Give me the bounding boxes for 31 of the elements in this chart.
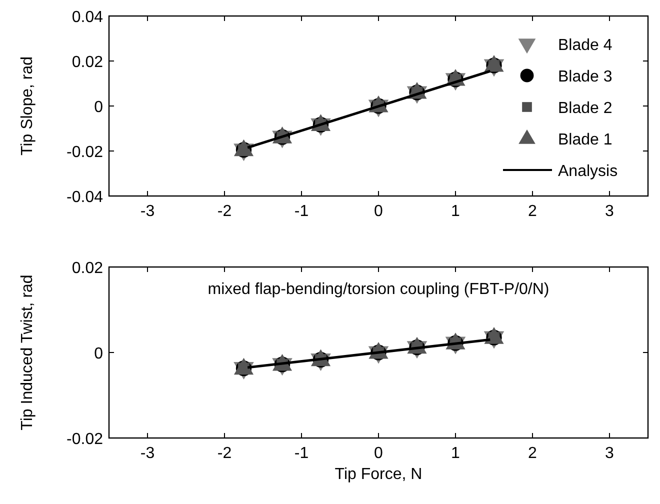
x-tick-label: 1	[451, 203, 460, 220]
x-tick-label: 3	[605, 203, 614, 220]
legend-label: Blade 1	[558, 132, 612, 148]
y-tick-label: -0.02	[66, 431, 104, 448]
x-tick-label: 2	[528, 445, 538, 462]
x-tick-label: 0	[374, 203, 384, 220]
x-tick-label: -3	[140, 445, 155, 462]
y-axis-title: Tip Induced Twist, rad	[19, 274, 36, 430]
y-tick-label: 0.02	[72, 54, 104, 71]
x-tick-label: 1	[451, 445, 460, 462]
y-axis-title: Tip Slope, rad	[19, 56, 36, 156]
x-axis-title: Tip Force, N	[334, 466, 422, 483]
x-tick-label: -1	[294, 203, 309, 220]
x-tick-label: -3	[140, 203, 155, 220]
x-tick-label: -1	[294, 445, 309, 462]
y-tick-label: 0.02	[72, 260, 104, 277]
legend-label: Blade 2	[558, 100, 612, 117]
y-tick-label: 0	[94, 346, 104, 362]
x-tick-label: 3	[605, 445, 614, 462]
legend-label: Blade 4	[558, 37, 612, 54]
x-tick-label: -2	[217, 203, 232, 220]
y-tick-label: 0.04	[72, 9, 104, 26]
y-tick-label: -0.02	[66, 144, 104, 161]
legend-label: Blade 3	[558, 68, 612, 86]
annotation: mixed flap-bending/torsion coupling (FBT-P/0/N)	[208, 281, 550, 298]
x-tick-label: 0	[374, 445, 384, 462]
x-tick-label: 2	[528, 203, 538, 220]
x-tick-label: -2	[217, 445, 232, 462]
legend-label: Analysis	[558, 163, 618, 180]
y-tick-label: -0.04	[66, 189, 104, 206]
y-tick-label: 0	[94, 99, 104, 116]
